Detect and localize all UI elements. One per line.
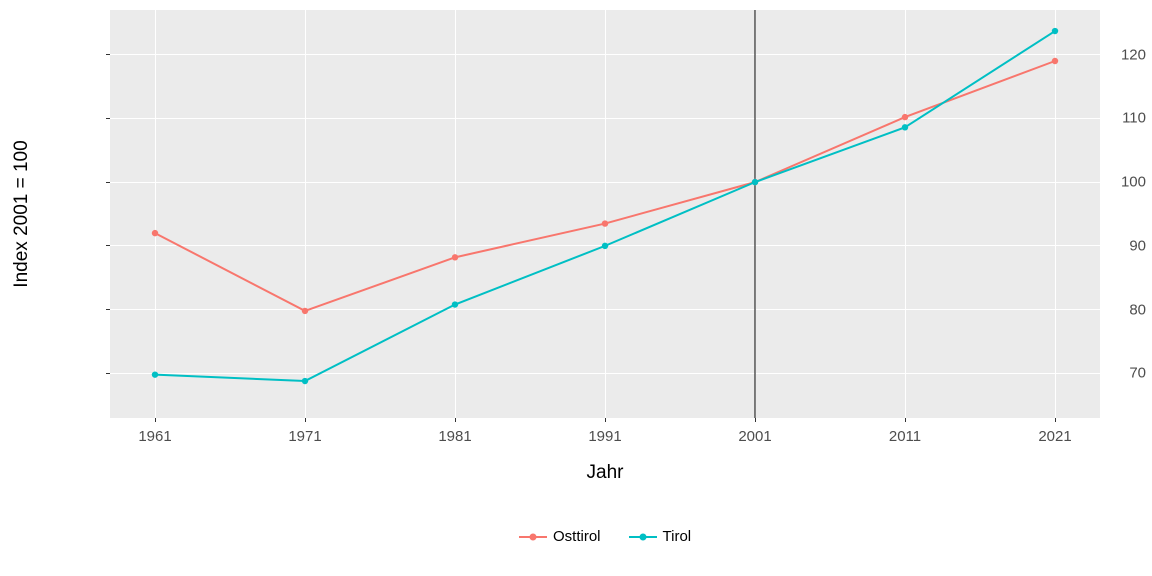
series-marker (902, 114, 908, 120)
x-tick-mark (905, 418, 906, 422)
x-tick-mark (305, 418, 306, 422)
y-tick-label: 90 (1044, 237, 1152, 254)
y-axis-title: Index 2001 = 100 (11, 140, 33, 287)
series-marker (1052, 28, 1058, 34)
series-marker (902, 124, 908, 130)
x-tick-label: 2021 (1038, 422, 1071, 445)
x-tick-label: 1991 (588, 422, 621, 445)
x-tick-mark (155, 418, 156, 422)
y-tick-mark (106, 373, 110, 374)
y-tick-mark (106, 182, 110, 183)
series-marker (602, 243, 608, 249)
x-tick-label: 1971 (288, 422, 321, 445)
series-marker (602, 220, 608, 226)
chart-legend: Osttirol Tirol (519, 528, 691, 545)
legend-dot-icon (530, 533, 537, 540)
y-tick-mark (106, 118, 110, 119)
series-line (155, 61, 1055, 311)
legend-label: Osttirol (553, 528, 601, 545)
legend-item: Tirol (629, 528, 692, 545)
y-tick-mark (106, 54, 110, 55)
y-tick-label: 70 (1044, 365, 1152, 382)
series-marker (152, 371, 158, 377)
series-marker (452, 301, 458, 307)
series-marker (752, 179, 758, 185)
y-tick-label: 100 (1044, 174, 1152, 191)
chart-svg (0, 0, 1152, 576)
x-tick-mark (605, 418, 606, 422)
series-line (155, 31, 1055, 381)
y-tick-label: 80 (1044, 301, 1152, 318)
series-marker (302, 308, 308, 314)
y-tick-label: 120 (1044, 46, 1152, 63)
x-tick-mark (755, 418, 756, 422)
legend-item: Osttirol (519, 528, 601, 545)
series-marker (152, 230, 158, 236)
y-tick-mark (106, 309, 110, 310)
x-tick-label: 1961 (138, 422, 171, 445)
x-tick-label: 1981 (438, 422, 471, 445)
x-tick-label: 2011 (889, 422, 921, 445)
legend-swatch (629, 530, 657, 544)
y-tick-label: 110 (1044, 110, 1152, 127)
legend-swatch (519, 530, 547, 544)
legend-label: Tirol (663, 528, 692, 545)
legend-dot-icon (639, 533, 646, 540)
series-marker (452, 254, 458, 260)
index-line-chart: 70 80 90 100 110 120 1961 1971 1981 1991 2001 2011… (0, 0, 1152, 576)
x-tick-mark (1055, 418, 1056, 422)
y-tick-mark (106, 245, 110, 246)
x-tick-label: 2001 (738, 422, 771, 445)
x-axis-title: Jahr (587, 462, 624, 484)
series-marker (302, 378, 308, 384)
x-tick-mark (455, 418, 456, 422)
